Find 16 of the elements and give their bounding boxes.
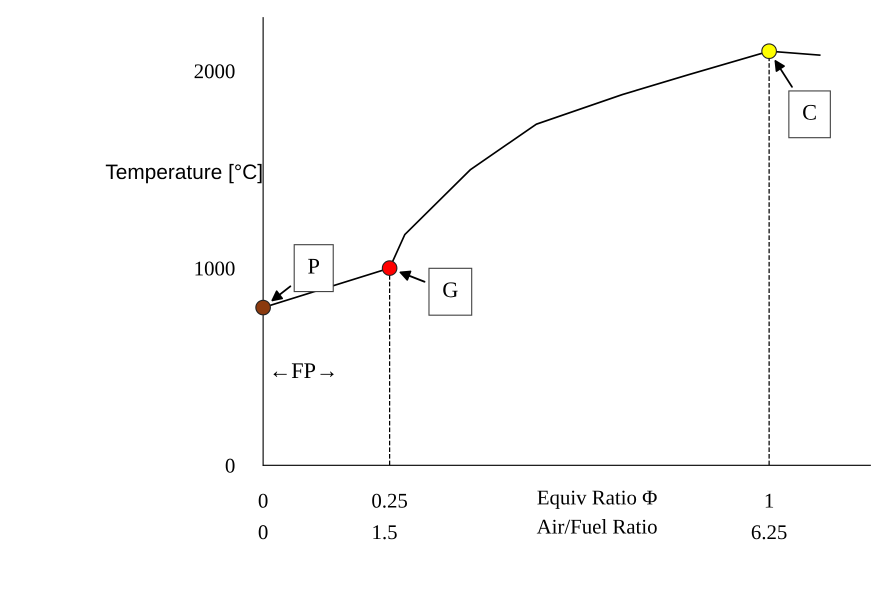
x2-tick-label: 1.5 [373, 525, 397, 540]
x2-axis-title: Air/Fuel Ratio [536, 519, 657, 534]
annotation: C [803, 104, 816, 120]
x2-tick-label: 0 [258, 525, 268, 540]
x-tick-label: 0.25 [372, 494, 408, 508]
x-axis-title: Equiv Ratio Φ [537, 490, 657, 509]
annotation: P [308, 258, 320, 274]
annotation: G [443, 282, 458, 298]
y-tick-label: 1000 [196, 261, 235, 276]
x2-tick-label: 6.25 [752, 525, 787, 540]
y-tick-label: 2000 [194, 64, 235, 78]
x-tick-label: 0 [258, 494, 268, 508]
y-axis-title: Temperature [°C] [106, 164, 262, 184]
annotation: ←FP→ [274, 363, 334, 378]
y-tick-label: 0 [226, 458, 235, 473]
x-tick-label: 1 [766, 494, 774, 508]
